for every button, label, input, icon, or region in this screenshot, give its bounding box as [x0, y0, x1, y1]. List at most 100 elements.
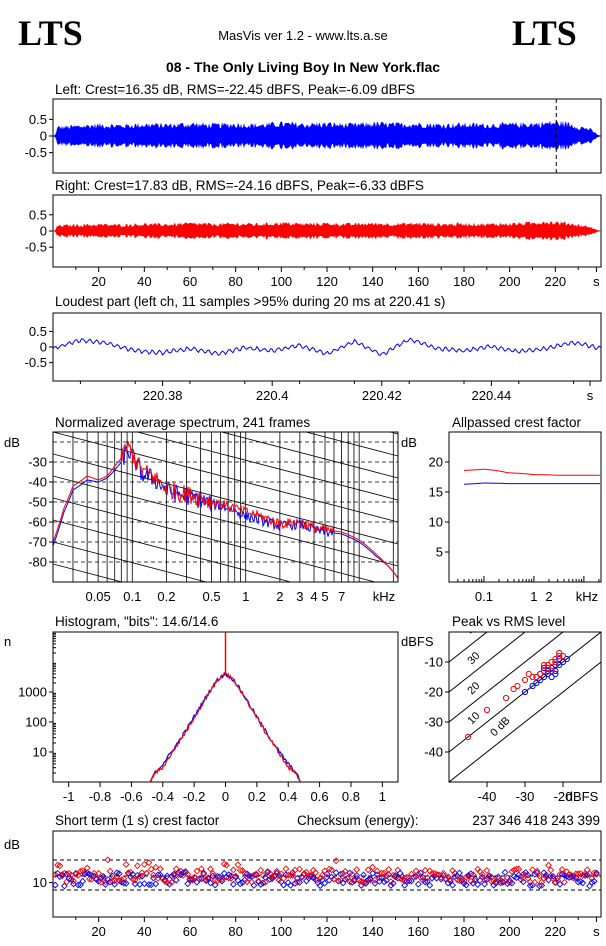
spectrum-xtick-label: 0.5: [203, 589, 221, 604]
crest-point-left: [579, 879, 587, 887]
crest-point-right: [433, 870, 441, 878]
crest-point-left: [449, 881, 457, 889]
peak-vs-rms-ytick-label: -10: [424, 655, 443, 670]
crest-diagonal: [449, 632, 526, 693]
crest-point-left: [97, 874, 105, 882]
spectrum-slope-line: [53, 497, 377, 582]
crest-point-right: [129, 875, 137, 883]
spectrum-slope-line: [53, 432, 398, 523]
crest-point-left: [63, 870, 71, 878]
crest-point-left: [172, 876, 180, 884]
crest-point-left: [102, 881, 109, 888]
allpassed-ytick-label: 5: [436, 545, 443, 560]
crest-point-right: [70, 877, 77, 885]
histogram-xtick-label: 0.8: [342, 789, 360, 804]
crest-point-left: [236, 880, 244, 888]
crest-point-right: [529, 866, 536, 874]
crest-point-left: [376, 878, 383, 885]
crest-point-right: [369, 863, 377, 871]
crest-diagonal: [449, 632, 564, 723]
crest-point-left: [382, 876, 390, 884]
crest-point-left: [74, 881, 82, 889]
crest-point-left: [501, 868, 509, 876]
crest-point-left: [229, 880, 237, 888]
peak-rms-point: [521, 688, 529, 696]
crest-point-left: [296, 878, 304, 886]
crest-point-left: [428, 874, 436, 882]
allpassed-xtick-label: 0.1: [475, 589, 493, 604]
crest-point-left: [287, 881, 294, 889]
allpassed-crest-title: Allpassed crest factor: [452, 415, 582, 430]
crest-point-left: [588, 878, 596, 886]
crest-point-right: [60, 869, 68, 877]
crest-point-right: [104, 856, 112, 864]
peak-rms-point: [544, 661, 551, 669]
short-term-xtick-label: 80: [228, 924, 242, 939]
crest-point-right: [140, 861, 148, 868]
crest-point-left: [129, 870, 137, 878]
allpassed-left-line: [464, 482, 600, 485]
peak-vs-rms-ytick-label: -20: [424, 685, 443, 700]
spectrum-ytick-label: -50: [28, 495, 47, 510]
allpassed-frame: [448, 431, 602, 583]
crest-point-left: [380, 878, 388, 886]
crest-point-right: [168, 878, 176, 886]
peak-rms-point: [544, 664, 551, 672]
right-waveform-xtick-label: 220: [544, 274, 566, 289]
crest-point-right: [51, 871, 59, 878]
peak-vs-rms-xtick-label: -30: [516, 789, 535, 804]
crest-point-left: [250, 881, 258, 889]
right-waveform-xtick-label: 160: [407, 274, 429, 289]
crest-point-right: [271, 872, 278, 880]
loudest-part-xtick-label: 220.44: [472, 388, 512, 403]
crest-point-right: [147, 865, 155, 873]
crest-point-left: [348, 878, 356, 886]
allpassed-ytick-label: 15: [429, 485, 443, 500]
spectrum-right-line: [53, 440, 398, 579]
crest-point-left: [168, 872, 176, 880]
spectrum-slope-line: [220, 432, 398, 479]
crest-point-right: [547, 866, 555, 874]
crest-point-right: [111, 877, 119, 885]
peak-rms-point: [521, 676, 529, 684]
peak-rms-point: [552, 667, 559, 675]
crest-point-right: [312, 869, 320, 877]
crest-point-right: [289, 871, 297, 879]
crest-point-right: [561, 878, 568, 886]
crest-point-left: [526, 882, 534, 890]
crest-point-left: [202, 877, 210, 884]
crest-point-right: [478, 870, 486, 878]
crest-point-left: [499, 878, 507, 886]
crest-point-left: [70, 880, 77, 888]
peak-rms-point: [533, 679, 540, 687]
crest-point-right: [58, 872, 66, 880]
allpassed-ytick-label: 10: [429, 515, 443, 530]
spectrum-ylabel: dB: [4, 435, 20, 450]
spectrum-xtick-label: 3: [296, 589, 303, 604]
crest-diagonal-label: 20: [465, 680, 482, 697]
crest-point-right: [296, 865, 304, 873]
crest-point-left: [111, 880, 119, 888]
spectrum-xtick-label: 2: [276, 589, 283, 604]
crest-point-right: [545, 861, 552, 869]
right-waveform-ytick-label: -0.5: [25, 240, 47, 255]
peak-rms-point: [514, 682, 521, 690]
crest-point-left: [419, 873, 427, 881]
crest-point-left: [122, 879, 130, 887]
left-waveform-title: Left: Crest=16.35 dB, RMS=-22.45 dBFS, P…: [55, 82, 415, 97]
crest-point-right: [284, 871, 292, 879]
crest-point-right: [341, 867, 349, 875]
crest-point-left: [280, 881, 288, 889]
crest-point-right: [570, 874, 578, 882]
crest-point-right: [209, 870, 217, 877]
crest-point-right: [440, 869, 447, 877]
right-waveform-ytick-label: 0: [40, 224, 47, 239]
crest-point-left: [259, 879, 267, 887]
peak-rms-point: [556, 661, 563, 669]
spectrum-ytick-label: -30: [28, 455, 47, 470]
spectrum-slope-line: [53, 453, 398, 545]
crest-point-left: [316, 882, 324, 890]
peak-vs-rms-ylabel: dBFS: [401, 634, 434, 649]
crest-point-left: [398, 873, 406, 881]
crest-point-right: [515, 865, 523, 873]
